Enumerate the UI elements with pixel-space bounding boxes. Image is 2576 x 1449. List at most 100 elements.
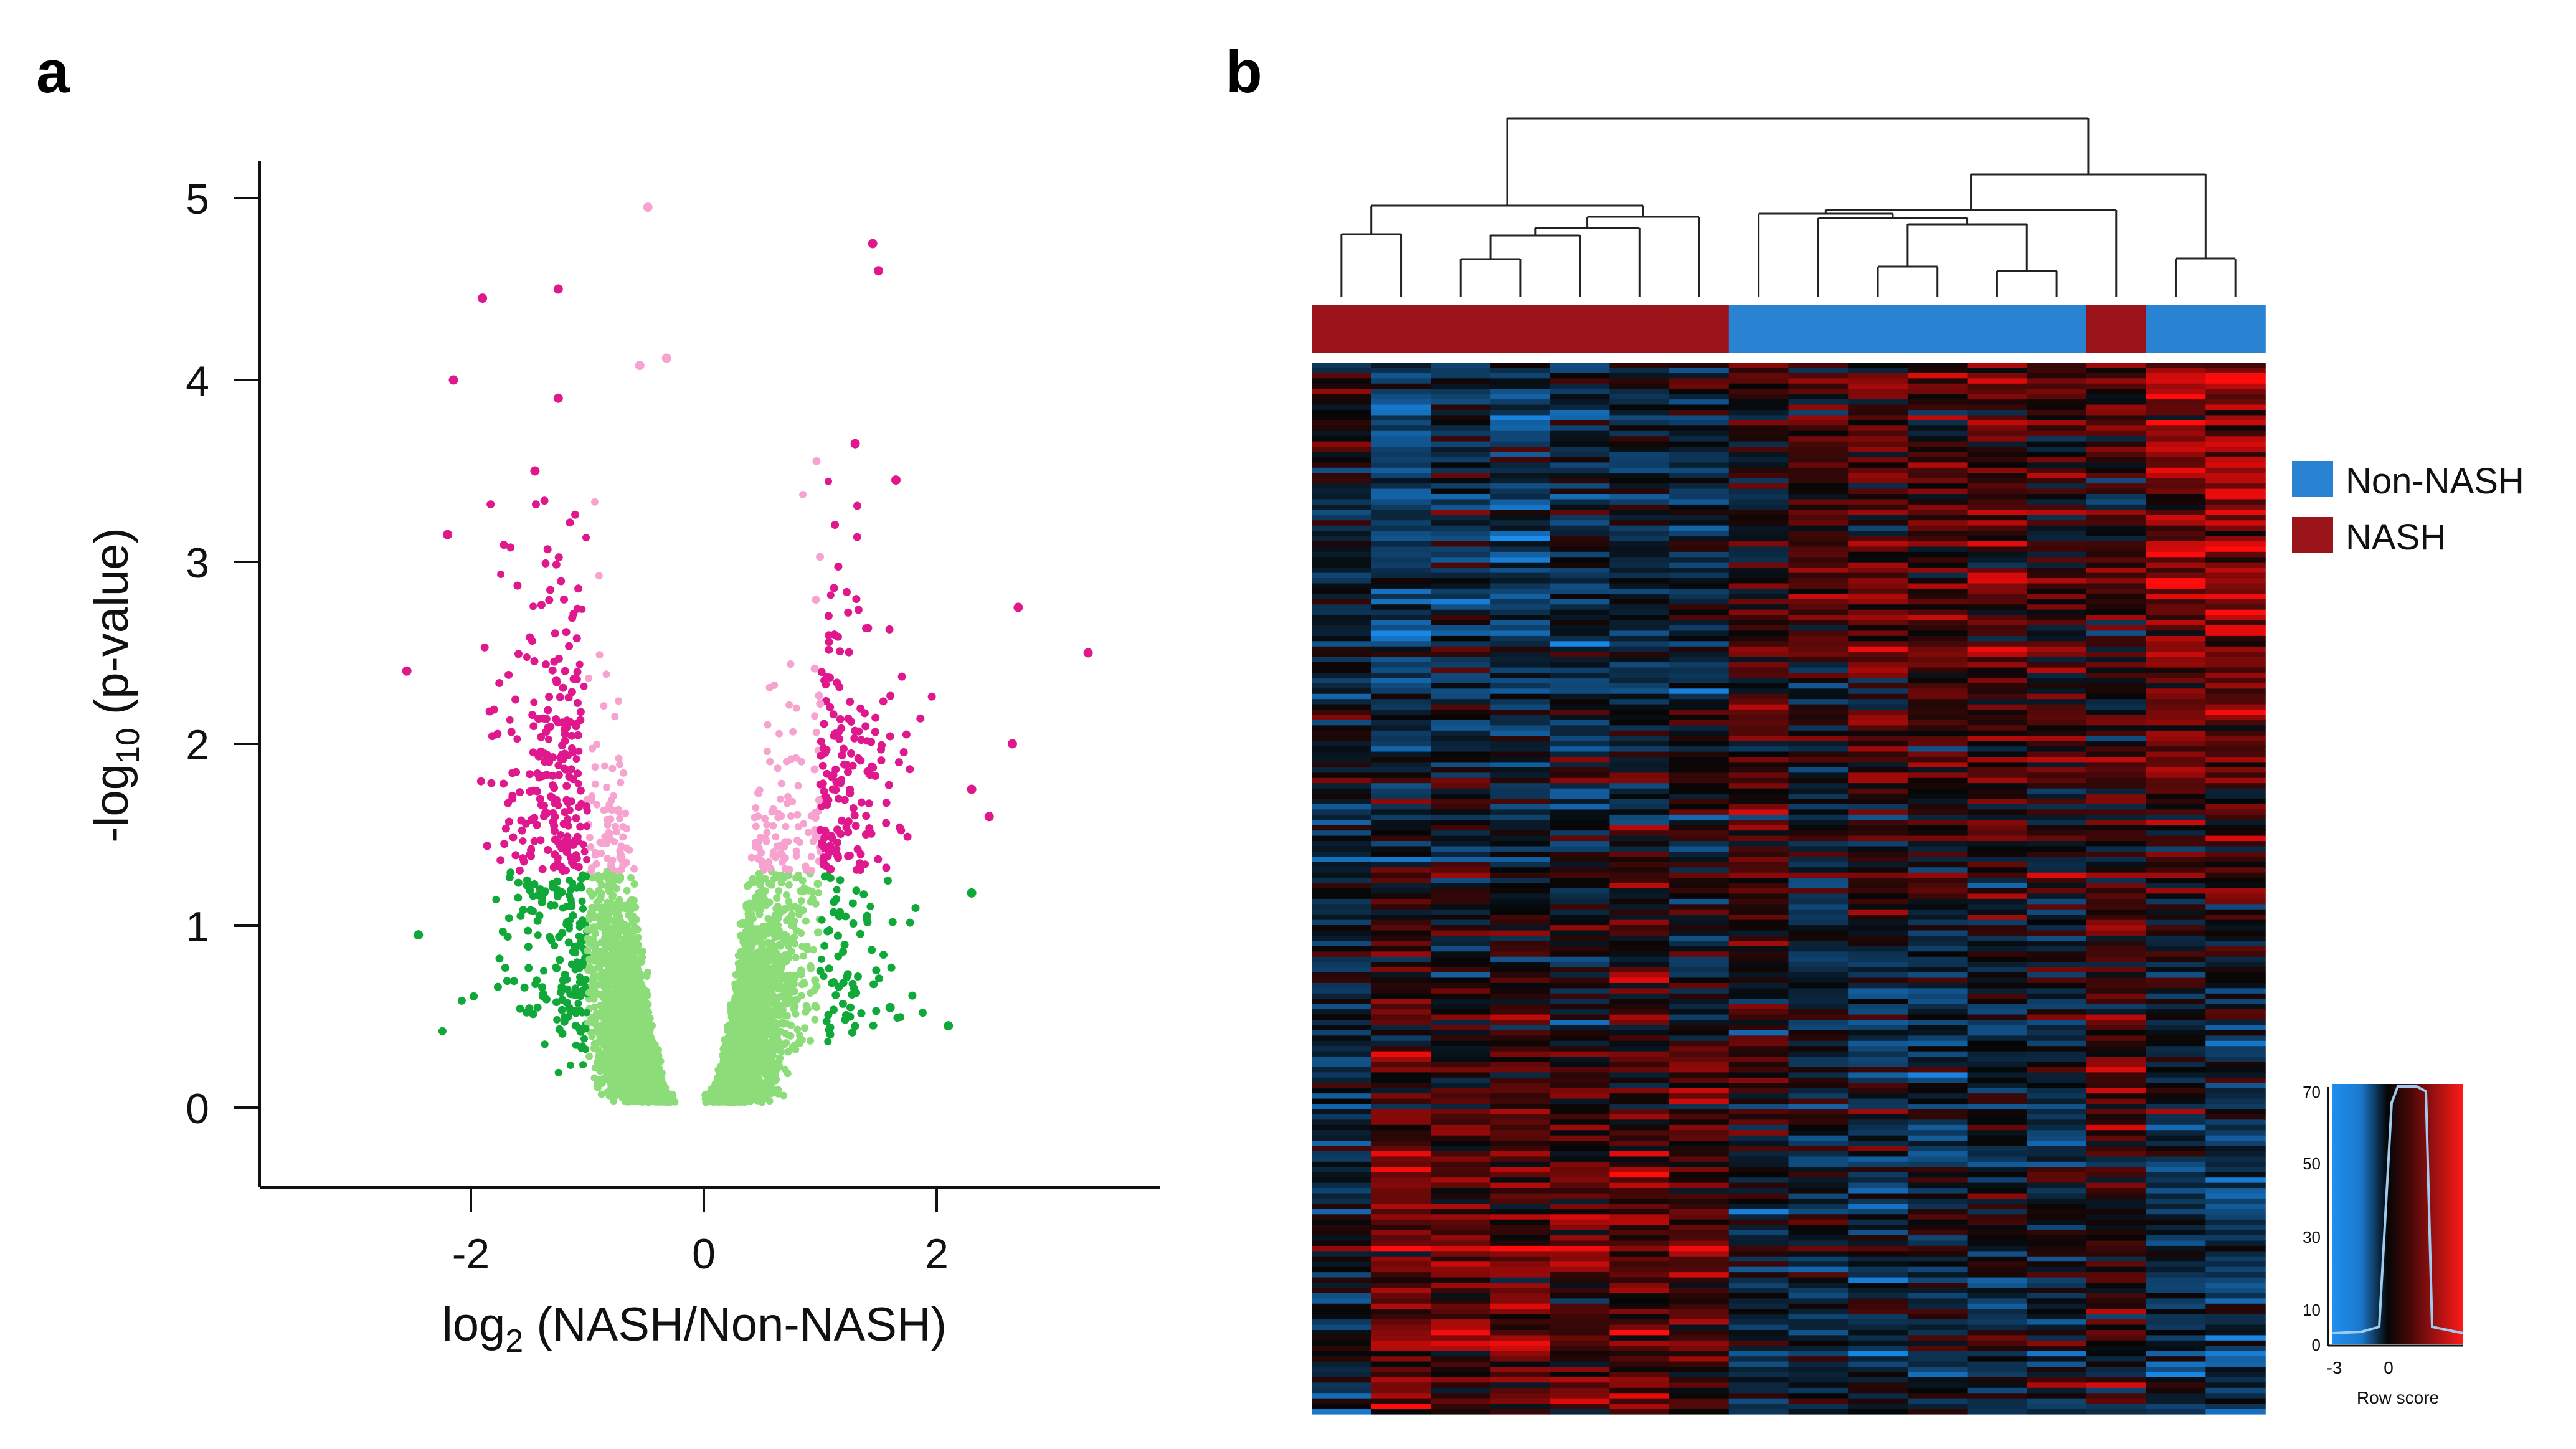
volcano-point <box>529 602 537 610</box>
volcano-point <box>732 1012 741 1020</box>
volcano-point <box>592 873 600 881</box>
volcano-point <box>754 969 762 977</box>
volcano-point <box>759 1033 767 1042</box>
volcano-point <box>600 762 608 770</box>
volcano-point <box>615 754 623 763</box>
volcano-point <box>557 831 565 839</box>
volcano-point <box>623 886 631 895</box>
volcano-point <box>811 712 819 720</box>
volcano-point <box>752 933 760 941</box>
volcano-point <box>618 1027 627 1035</box>
volcano-point <box>623 844 631 852</box>
volcano-point <box>566 876 574 884</box>
volcano-point <box>817 955 825 963</box>
volcano-point <box>580 682 588 690</box>
volcano-point <box>812 900 820 908</box>
volcano-point <box>807 1037 814 1045</box>
volcano-point <box>603 783 611 791</box>
volcano-point <box>794 782 802 790</box>
volcano-point <box>799 952 807 960</box>
volcano-point <box>530 698 538 706</box>
volcano-points <box>402 202 1093 1106</box>
volcano-point <box>585 887 594 895</box>
volcano-point <box>589 744 596 753</box>
volcano-point <box>771 1086 779 1093</box>
volcano-point <box>793 810 802 819</box>
volcano-point <box>754 925 762 933</box>
volcano-point <box>553 1015 561 1024</box>
volcano-point <box>764 1077 772 1085</box>
volcano-point <box>575 660 584 668</box>
panel-label-a: a <box>36 39 70 105</box>
volcano-point <box>782 822 790 830</box>
volcano-point <box>787 812 795 820</box>
volcano-point <box>614 805 622 814</box>
volcano-point <box>777 849 785 857</box>
volcano-point <box>582 534 590 542</box>
volcano-point <box>544 735 552 743</box>
volcano-point <box>592 860 600 868</box>
volcano-point <box>727 1001 734 1009</box>
volcano-point <box>792 874 800 882</box>
volcano-point <box>776 1054 784 1062</box>
volcano-point <box>597 849 605 857</box>
volcano-point <box>580 1035 588 1043</box>
volcano-point <box>763 820 771 829</box>
volcano-point <box>768 808 776 816</box>
volcano-point <box>622 809 630 817</box>
volcano-point <box>607 796 615 804</box>
volcano-point <box>803 943 811 950</box>
volcano-point <box>749 915 757 923</box>
volcano-point <box>617 865 625 873</box>
volcano-point <box>765 995 773 1003</box>
volcano-point <box>751 814 759 822</box>
volcano-point <box>778 962 786 970</box>
volcano-point <box>792 754 800 762</box>
volcano-point <box>800 884 808 892</box>
volcano-point <box>773 842 781 850</box>
volcano-point <box>781 1065 789 1073</box>
volcano-point <box>787 1032 795 1040</box>
volcano-point <box>807 962 815 970</box>
volcano-point <box>764 862 772 870</box>
volcano-point <box>636 979 644 987</box>
volcano-point <box>804 829 812 837</box>
volcano-point <box>655 1052 663 1060</box>
volcano-point <box>599 1078 607 1086</box>
volcano-point <box>782 891 790 899</box>
volcano-point <box>747 974 755 982</box>
volcano-point <box>769 951 777 959</box>
volcano-point <box>774 921 782 929</box>
volcano-point <box>801 1024 809 1032</box>
volcano-point <box>762 974 770 982</box>
volcano-point <box>627 873 635 881</box>
volcano-point <box>595 572 603 580</box>
volcano-point <box>796 839 803 846</box>
volcano-point <box>594 1058 602 1067</box>
volcano-point <box>807 853 815 861</box>
volcano-point <box>802 917 810 925</box>
volcano-point <box>633 956 641 964</box>
volcano-point <box>589 923 597 931</box>
volcano-point <box>631 926 639 934</box>
volcano-point <box>597 918 605 925</box>
volcano-point <box>753 963 761 971</box>
volcano-point <box>791 939 799 948</box>
volcano-point <box>811 1015 819 1024</box>
volcano-point <box>632 944 640 953</box>
volcano-point <box>785 701 793 709</box>
volcano-point <box>743 882 751 890</box>
volcano-point <box>789 728 797 736</box>
volcano-point <box>739 938 747 946</box>
volcano-point <box>764 721 772 729</box>
volcano-point <box>600 702 608 710</box>
volcano-point <box>492 896 500 904</box>
volcano-point <box>774 1046 782 1054</box>
volcano-point <box>772 871 780 879</box>
volcano-point <box>602 1043 610 1051</box>
volcano-point <box>602 670 610 678</box>
volcano-point <box>597 890 605 898</box>
volcano-point <box>579 1061 587 1069</box>
volcano-point <box>752 804 760 812</box>
volcano-point <box>630 880 638 888</box>
